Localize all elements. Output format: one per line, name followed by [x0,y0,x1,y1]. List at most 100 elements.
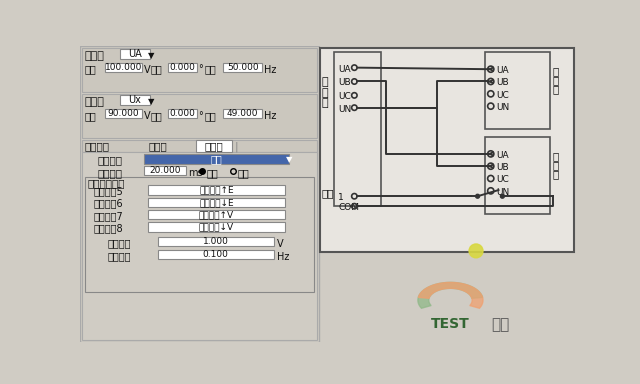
Bar [168,109,197,118]
Text: 增频接点↑E: 增频接点↑E [199,185,234,195]
Text: 减压接点↓V: 减压接点↓V [199,223,234,232]
Bar [81,140,317,152]
Text: Hz: Hz [264,111,277,121]
Text: 系统儑: 系统儑 [84,51,104,61]
Text: UA: UA [496,151,509,160]
Text: 90.000: 90.000 [108,109,140,118]
Text: 同步角: 同步角 [205,142,223,152]
Bar [80,46,319,342]
Bar [484,137,550,214]
Text: UB: UB [338,78,351,88]
Bar [84,177,314,293]
Text: |: | [235,142,239,152]
Bar [484,52,550,129]
Bar [120,95,150,105]
Text: V: V [143,65,150,74]
Text: 待: 待 [553,151,559,161]
Text: 待并儑: 待并儑 [84,97,104,107]
Text: V: V [143,111,150,121]
Text: 0.000: 0.000 [170,63,195,72]
Text: UA: UA [496,66,509,75]
Text: 开入接点8: 开入接点8 [94,223,124,233]
Text: COM: COM [338,203,359,212]
Text: Ux: Ux [129,95,141,105]
Text: 系: 系 [553,66,559,76]
Circle shape [469,244,483,258]
Text: 开入: 开入 [322,189,334,199]
Text: 1: 1 [338,193,344,202]
Text: °: ° [198,65,204,74]
Text: 仪: 仪 [322,98,328,108]
Text: 幅値: 幅値 [84,65,97,74]
Bar [105,63,142,72]
Text: ▼: ▼ [286,155,292,164]
Text: 相位: 相位 [150,65,163,74]
Text: UC: UC [496,175,509,184]
Circle shape [500,194,504,198]
Text: 测: 测 [322,77,328,87]
Text: 100.000: 100.000 [105,63,142,72]
Text: 自动调整试验: 自动调整试验 [88,179,125,189]
Text: 试: 试 [322,88,328,98]
Text: 增压接点↑V: 增压接点↑V [199,210,234,219]
Text: 减频接点↓E: 减频接点↓E [199,198,234,207]
Text: UC: UC [338,92,351,101]
Bar [196,140,232,152]
Text: 幅値: 幅値 [84,111,97,121]
Text: 频率: 频率 [205,111,216,121]
Bar [120,49,150,59]
Bar [334,52,381,206]
Text: 统: 统 [553,75,559,85]
Bar [148,222,285,232]
Text: UA: UA [338,65,351,74]
Text: UN: UN [338,104,351,114]
Text: °: ° [198,111,204,121]
Bar [143,166,186,175]
Text: ▼: ▼ [148,51,155,60]
Polygon shape [418,282,483,308]
Bar [168,63,197,72]
Text: Hz: Hz [264,65,277,74]
Bar [157,237,274,246]
Text: 节点: 节点 [211,154,222,164]
Text: 相位: 相位 [150,111,163,121]
Text: TEST: TEST [431,317,470,331]
Bar [223,109,262,118]
Text: ▼: ▼ [148,97,155,106]
Text: 儑: 儑 [553,84,559,94]
Text: 动作接点: 动作接点 [97,156,122,166]
Text: 1.000: 1.000 [203,237,228,246]
Polygon shape [419,282,483,308]
Bar [81,94,317,139]
Text: 并: 并 [553,160,559,170]
Text: 常开: 常开 [206,168,218,178]
Text: 开入接点6: 开入接点6 [94,199,124,209]
Bar [148,210,285,219]
Text: 儑: 儑 [553,169,559,179]
Text: 0.100: 0.100 [203,250,228,259]
Text: V: V [277,238,284,248]
Bar [157,250,274,259]
Text: 0.000: 0.000 [170,109,195,118]
Text: UN: UN [496,103,509,112]
Text: 20.000: 20.000 [149,166,180,175]
Bar [81,48,317,92]
Text: 50.000: 50.000 [227,63,259,72]
Bar [320,48,575,252]
Text: 频率: 频率 [205,65,216,74]
Bar [223,63,262,72]
Bar [143,154,289,164]
Text: 频率步长: 频率步长 [108,252,131,262]
Text: 电压步长: 电压步长 [108,238,131,248]
Text: 抖动延时: 抖动延时 [97,168,122,178]
Text: 开入接点5: 开入接点5 [94,186,124,196]
Text: 开入接点7: 开入接点7 [94,211,124,221]
Text: ms: ms [189,168,203,178]
Bar [148,198,285,207]
Text: 49.000: 49.000 [227,109,259,118]
Text: Hz: Hz [277,252,289,262]
Text: UN: UN [496,188,509,197]
Bar [148,185,285,195]
Text: UB: UB [496,163,509,172]
Text: 拓普: 拓普 [491,317,509,332]
